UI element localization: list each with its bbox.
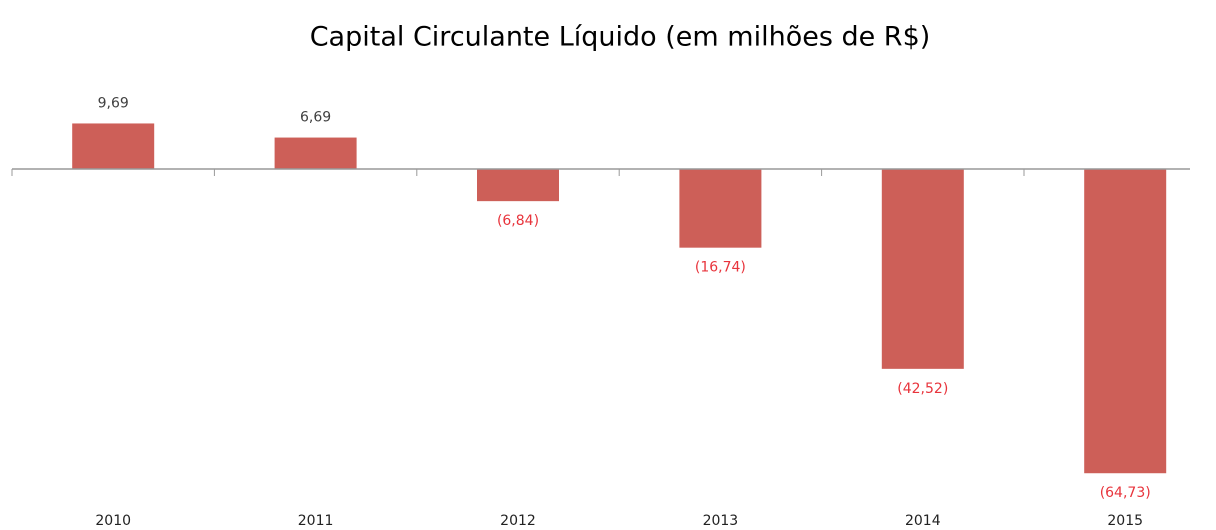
x-tick-label: 2011 [298,513,334,529]
value-label: (64,73) [1100,485,1151,501]
x-tick-label: 2010 [95,513,131,529]
value-label: (6,84) [497,213,539,229]
bar [274,137,357,169]
x-tick-label: 2015 [1107,513,1143,529]
bar [72,123,155,169]
x-tick-label: 2012 [500,513,536,529]
value-label: 9,69 [98,95,129,111]
bar [1084,169,1167,474]
value-label: 6,69 [300,110,331,126]
value-label: (16,74) [695,260,746,276]
value-label: (42,52) [897,381,948,397]
x-tick-label: 2014 [905,513,941,529]
bar [477,169,559,202]
bar [881,169,964,369]
bar [679,169,762,248]
chart-title: Capital Circulante Líquido (em milhões d… [310,22,931,53]
x-tick-label: 2013 [703,513,739,529]
